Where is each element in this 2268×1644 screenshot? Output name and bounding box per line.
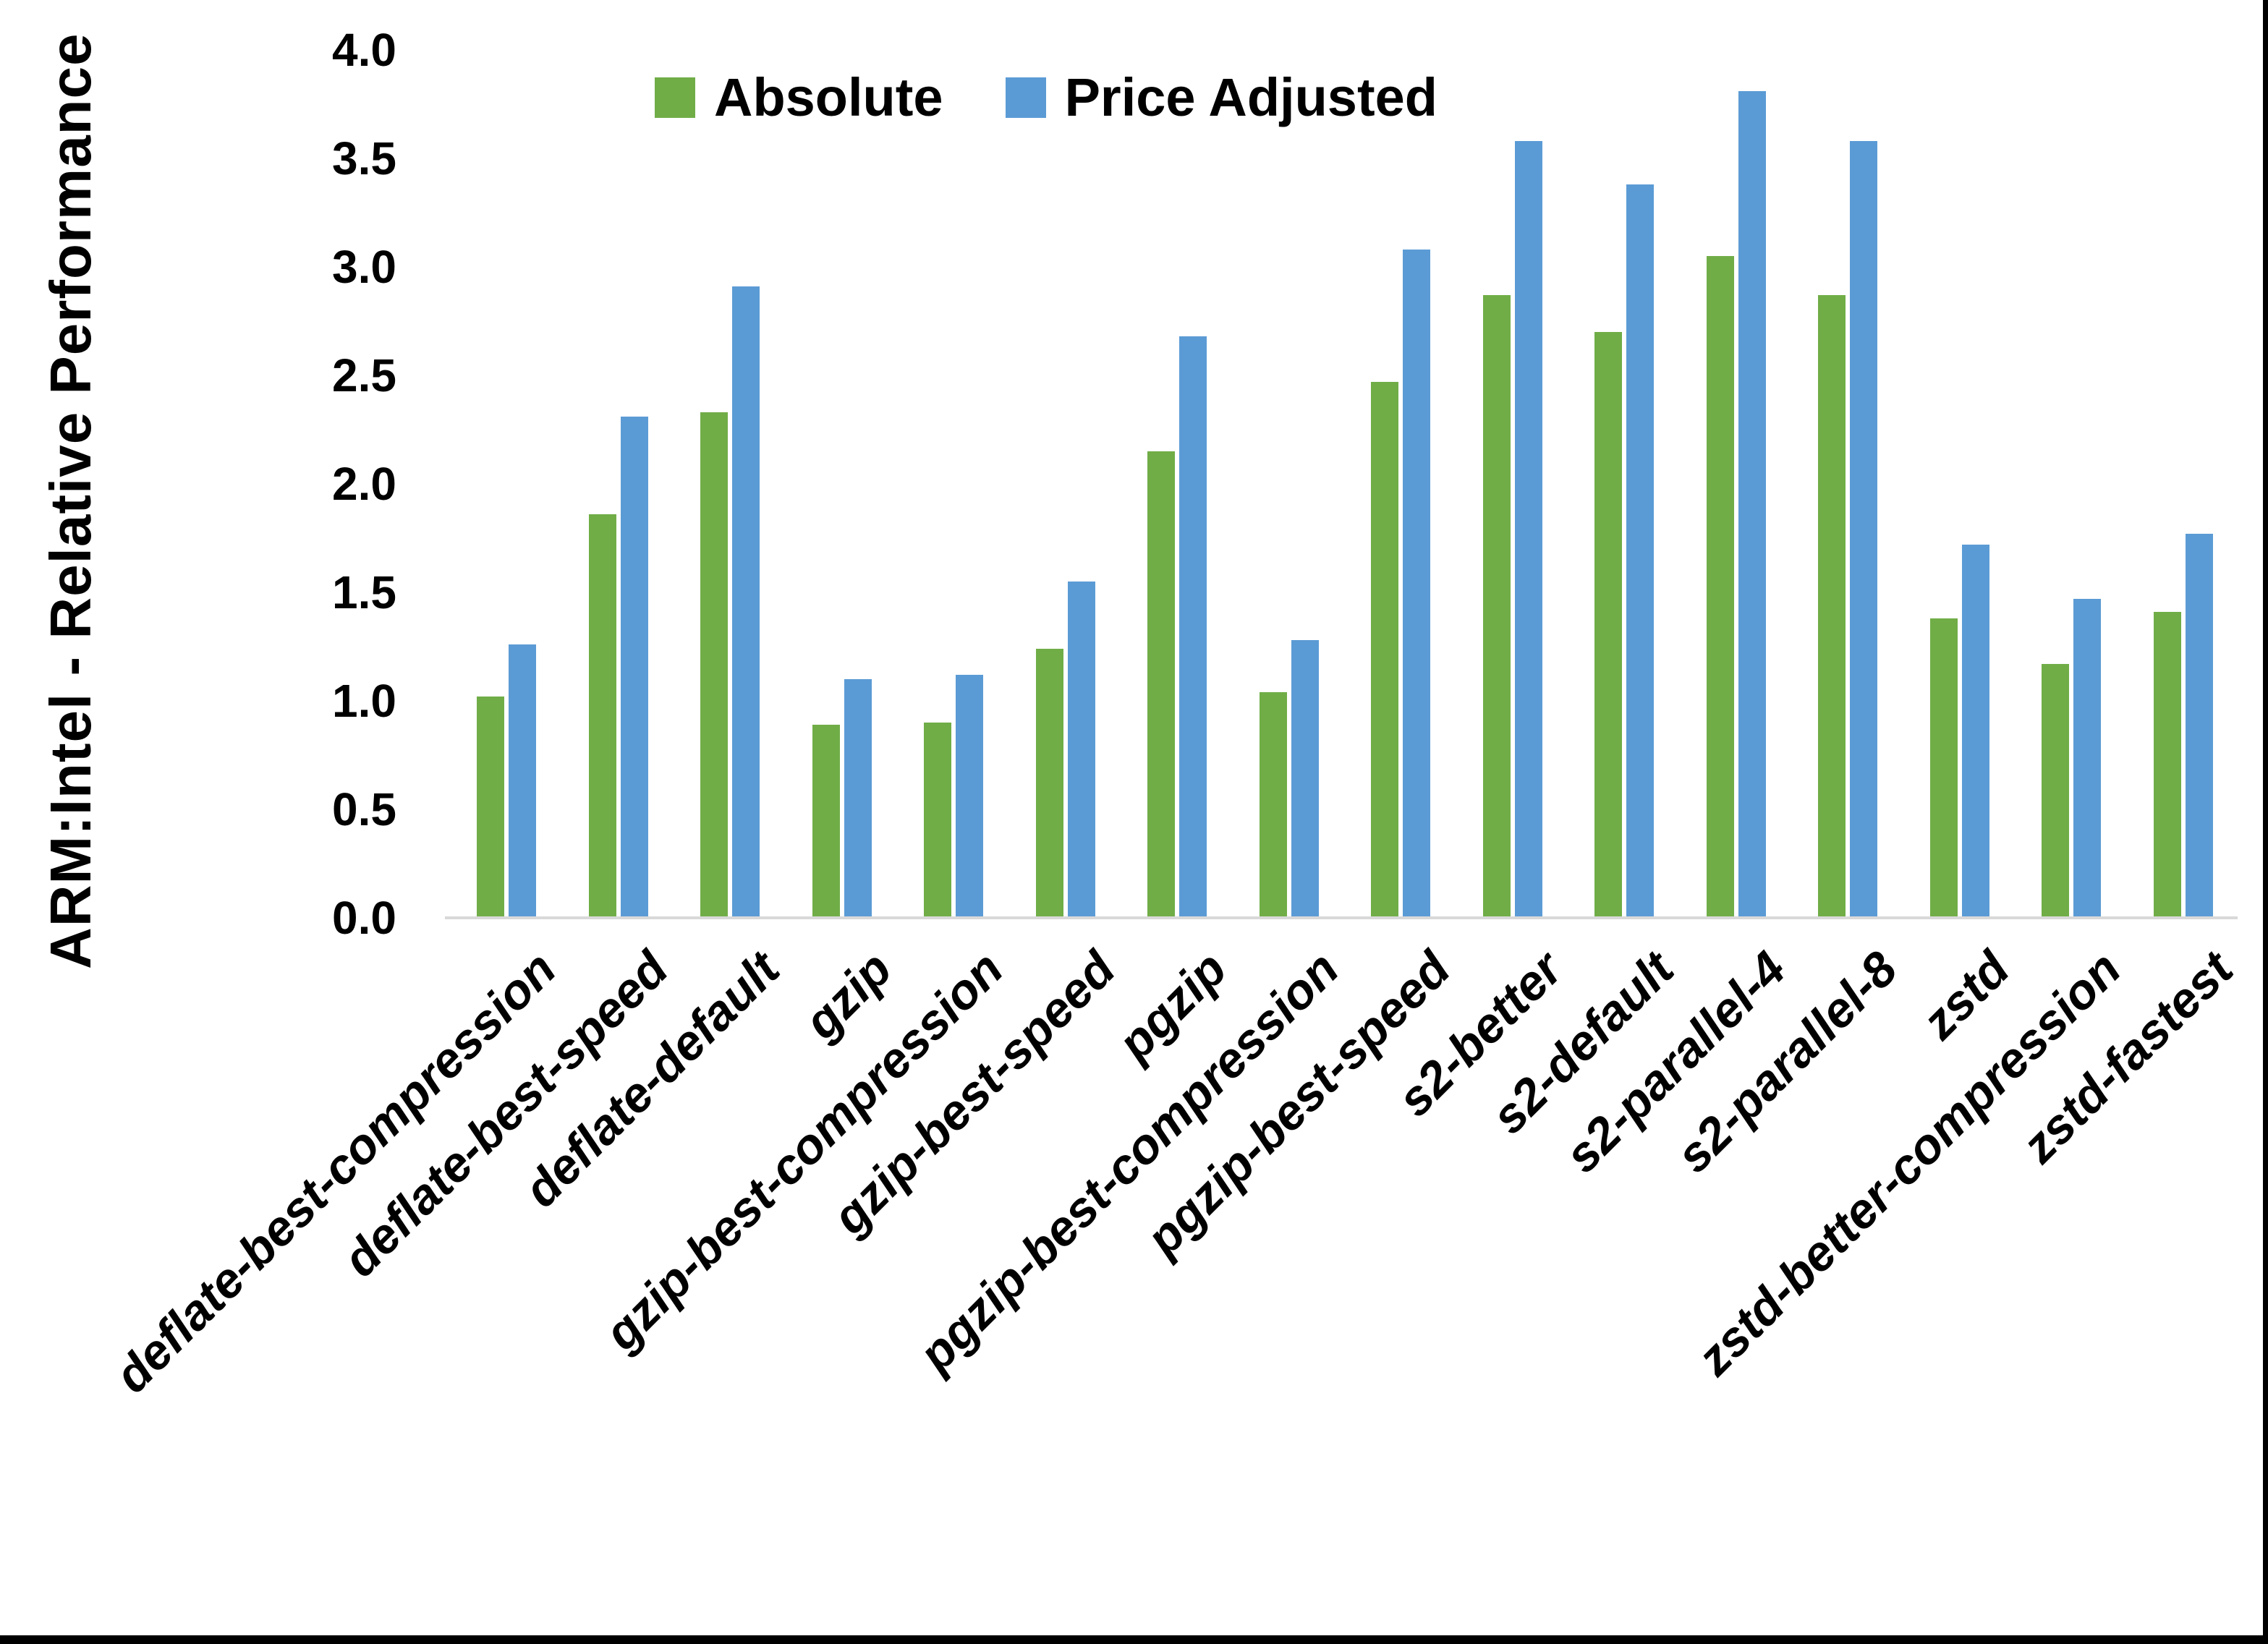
bar-price-adjusted-s2-parallel-4 — [1738, 91, 1766, 918]
screenshot-right-border — [2263, 0, 2268, 1644]
bar-absolute-s2-parallel-4 — [1707, 256, 1734, 918]
legend-label: Price Adjusted — [1064, 67, 1437, 127]
bar-price-adjusted-deflate-best-speed — [621, 417, 648, 918]
bar-price-adjusted-zstd-fastest — [2186, 534, 2213, 918]
bar-price-adjusted-zstd — [1962, 545, 1989, 918]
legend: Absolute Price Adjusted — [655, 71, 1437, 124]
legend-item-price-adjusted: Price Adjusted — [1005, 67, 1437, 127]
bar-price-adjusted-pgzip-best-speed — [1403, 250, 1430, 918]
bar-absolute-s2-parallel-8 — [1818, 295, 1846, 918]
bar-absolute-gzip — [812, 725, 840, 918]
legend-label: Absolute — [714, 67, 943, 127]
y-tick-label-4.0: 4.0 — [332, 24, 396, 76]
bar-price-adjusted-gzip-best-speed — [1068, 582, 1095, 918]
bar-absolute-s2-better — [1483, 295, 1511, 918]
bar-price-adjusted-gzip-best-compression — [956, 675, 983, 918]
bar-price-adjusted-zstd-better-compression — [2073, 599, 2101, 918]
bar-absolute-pgzip — [1147, 451, 1175, 918]
bar-price-adjusted-deflate-best-compression — [509, 644, 536, 918]
bar-price-adjusted-s2-parallel-8 — [1850, 141, 1877, 918]
bar-price-adjusted-pgzip — [1179, 336, 1207, 918]
bar-price-adjusted-s2-default — [1626, 184, 1654, 918]
bar-absolute-deflate-default — [700, 412, 728, 918]
y-tick-label-2.0: 2.0 — [332, 458, 396, 510]
y-tick-label-1.0: 1.0 — [332, 675, 396, 727]
bar-absolute-pgzip-best-compression — [1260, 692, 1287, 918]
bar-absolute-s2-default — [1594, 332, 1622, 918]
y-tick-label-1.5: 1.5 — [332, 566, 396, 618]
bar-absolute-zstd-better-compression — [2042, 664, 2069, 918]
legend-swatch-icon — [655, 77, 695, 118]
bar-price-adjusted-pgzip-best-compression — [1291, 640, 1319, 918]
bar-price-adjusted-s2-better — [1515, 141, 1542, 918]
bar-absolute-pgzip-best-speed — [1371, 382, 1398, 918]
legend-swatch-icon — [1005, 77, 1046, 118]
bar-absolute-deflate-best-speed — [589, 514, 616, 918]
bar-absolute-zstd-fastest — [2154, 612, 2181, 918]
bar-absolute-gzip-best-compression — [924, 723, 951, 918]
legend-item-absolute: Absolute — [655, 71, 943, 124]
bar-absolute-zstd — [1930, 618, 1958, 918]
y-tick-label-2.5: 2.5 — [332, 349, 396, 401]
bar-price-adjusted-deflate-default — [732, 286, 760, 918]
x-axis-line — [445, 916, 2238, 919]
bar-absolute-gzip-best-speed — [1036, 649, 1063, 918]
y-tick-label-0.5: 0.5 — [332, 783, 396, 835]
screenshot-bottom-border — [0, 1635, 2268, 1644]
bar-absolute-deflate-best-compression — [477, 697, 504, 918]
bar-price-adjusted-gzip — [844, 679, 872, 918]
y-tick-label-3.0: 3.0 — [332, 241, 396, 293]
y-tick-label-0.0: 0.0 — [332, 892, 396, 944]
y-tick-label-3.5: 3.5 — [332, 132, 396, 184]
